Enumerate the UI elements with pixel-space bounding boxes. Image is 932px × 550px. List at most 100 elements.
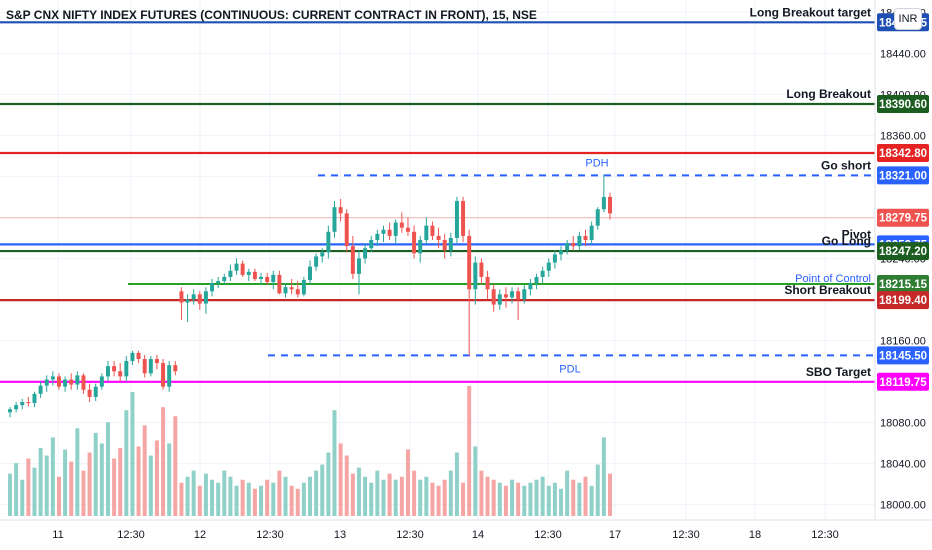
volume-bar [130, 392, 135, 516]
candle-body [375, 233, 380, 240]
candle-body [461, 201, 466, 236]
volume-bar [161, 407, 166, 516]
volume-bar [565, 470, 570, 516]
candle-body [222, 276, 227, 282]
candle-body [38, 385, 43, 394]
pdl-annotation: PDL [559, 363, 580, 375]
volume-bar [485, 476, 490, 516]
y-tick-label: 18440.00 [880, 48, 926, 60]
volume-bar [26, 458, 31, 516]
price-tag-text: 18247.20 [879, 246, 927, 258]
volume-bar [430, 482, 435, 516]
candle-body [81, 375, 86, 390]
volume-bar [375, 470, 380, 516]
price-tag-text: 18215.15 [879, 279, 928, 291]
candle-body [601, 196, 606, 210]
candle-body [387, 229, 392, 236]
candle-body [308, 266, 312, 280]
volume-bar [8, 473, 12, 516]
level-label: Long Breakout target [750, 5, 871, 19]
volume-bar [197, 485, 202, 516]
volume-bar [191, 470, 196, 516]
volume-bars [8, 386, 612, 516]
candle-body [479, 262, 484, 277]
candle-body [112, 366, 117, 372]
candle-body [577, 235, 582, 247]
volume-bar [38, 447, 43, 516]
volume-bar [216, 482, 221, 516]
candle-body [565, 243, 570, 251]
x-tick-label: 12:30 [117, 529, 145, 541]
candle-body [154, 358, 159, 364]
candle-body [442, 240, 447, 251]
candle-body [369, 240, 374, 249]
volume-bar [442, 479, 447, 516]
candle-body [571, 243, 576, 247]
time-axis-bg [0, 520, 932, 550]
volume-bar [461, 482, 466, 516]
candle-body [210, 283, 215, 292]
level-label: SBO Target [806, 365, 871, 379]
price-tag [877, 242, 929, 261]
price-tag-text: 18321.00 [879, 170, 927, 182]
candle-body [197, 294, 202, 304]
y-tick-label: 18000.00 [880, 500, 926, 512]
x-tick-label: 12 [194, 529, 206, 541]
candle-body [595, 209, 600, 226]
volume-bar [608, 473, 612, 516]
candle-body [350, 246, 355, 274]
volume-bar [56, 476, 61, 516]
price-tag-text: 18119.75 [879, 377, 927, 389]
candle-body [93, 386, 98, 397]
volume-bar [179, 482, 184, 516]
volume-bar [503, 485, 508, 516]
volume-bar [301, 482, 306, 516]
candle-body [540, 270, 545, 277]
candle-body [289, 287, 294, 290]
candle-body [50, 376, 55, 380]
time-axis[interactable]: 11 12:30 12 12:30 13 12:30 14 12:30 17 12:30 18 12:… [0, 519, 932, 550]
price-tag-text: 18342.80 [879, 148, 927, 160]
volume-bar [350, 473, 355, 516]
volume-bar [63, 449, 68, 516]
level-label: Pivot [842, 227, 871, 241]
x-tick-label: 11 [52, 529, 63, 541]
candle-body [87, 389, 92, 397]
x-tick-label: 12:30 [534, 529, 562, 541]
volume-bar [185, 476, 190, 516]
volume-bar [326, 452, 331, 516]
volume-bar [99, 443, 104, 516]
volume-bar [228, 476, 233, 516]
volume-bar [540, 476, 545, 516]
price-tag [877, 346, 929, 365]
candle-body [338, 207, 343, 214]
level-labels: Long Breakout target18470.25Long Breakou… [559, 5, 929, 391]
price-tag-text: 18145.50 [879, 350, 927, 362]
candle-body [381, 229, 386, 234]
candle-body [332, 207, 337, 232]
price-tag-text: 18279.75 [879, 213, 928, 225]
candle-body [173, 365, 178, 372]
volume-bar [252, 488, 257, 516]
candle-body [75, 375, 80, 385]
price-tag [877, 208, 929, 227]
candle-body [234, 263, 239, 271]
candle-body [14, 405, 19, 410]
level-label: Go short [821, 158, 871, 172]
level-label: Long Breakout [786, 87, 871, 101]
candle-body [283, 287, 288, 294]
currency-button[interactable]: INR [894, 8, 922, 30]
volume-bar [332, 410, 337, 516]
price-tag [877, 166, 929, 185]
candle-body [167, 365, 172, 387]
candle-body [56, 376, 61, 387]
candle-body [69, 379, 74, 385]
price-tag [877, 274, 929, 293]
volume-bar [559, 488, 564, 516]
candle-body [203, 291, 208, 304]
candle-body [412, 231, 417, 254]
candle-body [516, 291, 521, 300]
candles [8, 174, 612, 418]
candle-body [497, 294, 502, 305]
